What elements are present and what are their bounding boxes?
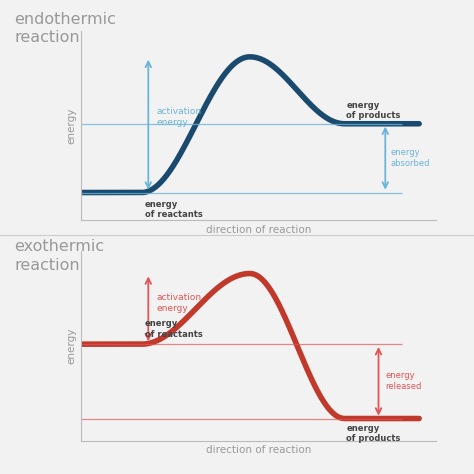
Text: activation
energy: activation energy [157, 293, 202, 313]
Text: energy
released: energy released [385, 371, 422, 392]
Text: energy
of products: energy of products [346, 424, 401, 444]
Y-axis label: energy: energy [66, 328, 76, 364]
Y-axis label: energy: energy [66, 108, 76, 144]
Text: endothermic
reaction: endothermic reaction [14, 12, 116, 46]
Text: energy
absorbed: energy absorbed [391, 148, 430, 168]
Text: energy
of reactants: energy of reactants [145, 319, 203, 338]
X-axis label: direction of reaction: direction of reaction [206, 445, 311, 455]
Text: activation
energy: activation energy [157, 107, 202, 128]
Text: energy
of reactants: energy of reactants [145, 200, 203, 219]
X-axis label: direction of reaction: direction of reaction [206, 225, 311, 235]
Text: energy
of products: energy of products [346, 100, 401, 120]
Text: exothermic
reaction: exothermic reaction [14, 239, 104, 273]
